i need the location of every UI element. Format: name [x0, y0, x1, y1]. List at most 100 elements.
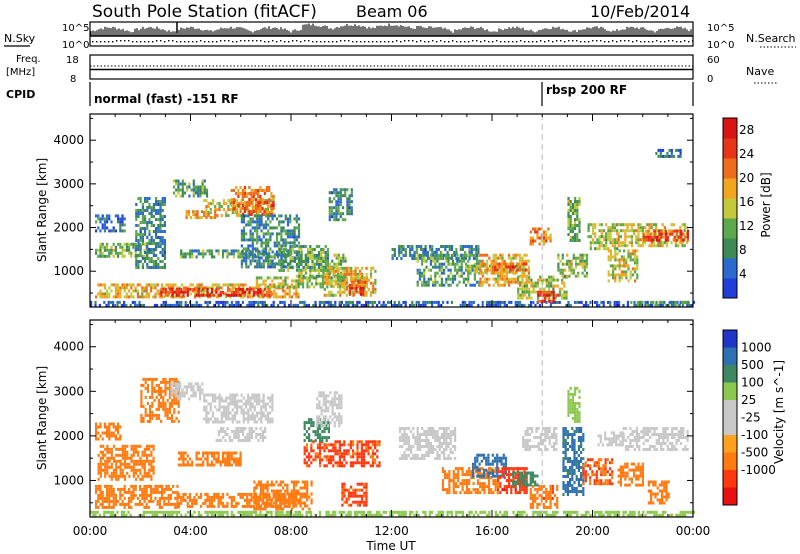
- power-cell: [143, 248, 146, 252]
- power-cell: [101, 214, 104, 218]
- velocity-cell: [94, 513, 97, 517]
- power-cell: [348, 212, 351, 216]
- velocity-cell: [123, 477, 127, 481]
- power-cell: [199, 252, 203, 256]
- power-cell: [275, 262, 279, 266]
- power-cell: [298, 248, 301, 251]
- velocity-cell: [607, 513, 610, 517]
- velocity-cell: [132, 444, 135, 448]
- power-cell: [514, 277, 517, 281]
- power-cell: [402, 254, 405, 257]
- power-cell: [220, 286, 223, 290]
- power-cell: [163, 197, 166, 200]
- power-cell: [291, 266, 294, 269]
- power-cell: [144, 221, 147, 224]
- nsearch-dot: [548, 40, 550, 42]
- power-cell: [266, 208, 270, 212]
- power-cell: [470, 251, 473, 254]
- power-cell: [569, 200, 572, 203]
- power-cell: [630, 226, 633, 230]
- power-cell: [262, 262, 265, 266]
- power-cell: [369, 269, 373, 273]
- power-cell: [521, 278, 524, 282]
- power-cell: [570, 265, 573, 269]
- power-cell: [260, 217, 263, 221]
- power-cell: [270, 204, 273, 207]
- power-colorbar-segment: [723, 258, 737, 279]
- power-cell: [328, 281, 331, 285]
- power-cell: [254, 255, 258, 259]
- power-cell: [159, 218, 162, 221]
- power-cell: [286, 235, 290, 239]
- power-cell: [355, 283, 358, 287]
- velocity-cell: [95, 434, 98, 438]
- power-cell: [177, 287, 181, 291]
- nsearch-dot: [384, 41, 386, 43]
- power-cell: [229, 208, 232, 212]
- power-cell: [624, 223, 627, 227]
- power-cell: [197, 293, 200, 297]
- power-cell: [264, 223, 268, 227]
- power-cell: [284, 214, 287, 218]
- power-cell: [258, 276, 261, 280]
- power-cell: [201, 179, 204, 183]
- power-cell: [116, 303, 119, 307]
- power-cell: [340, 262, 343, 266]
- power-cell: [291, 257, 294, 260]
- velocity-cell: [450, 513, 453, 517]
- power-cell: [265, 210, 269, 213]
- power-cell: [662, 303, 665, 307]
- power-cell: [273, 276, 276, 280]
- power-cell: [261, 207, 264, 210]
- power-cell: [267, 238, 270, 242]
- power-cell: [543, 278, 546, 282]
- power-cell: [196, 216, 199, 220]
- power-cell: [253, 259, 257, 263]
- nsearch-dot: [108, 41, 110, 43]
- power-cell: [164, 303, 167, 307]
- power-cell: [237, 192, 240, 195]
- power-cell: [330, 191, 334, 195]
- power-cell: [232, 293, 236, 297]
- power-cell: [197, 185, 200, 189]
- power-cell: [541, 290, 544, 294]
- power-cell: [228, 293, 231, 297]
- power-cell: [425, 259, 428, 263]
- velocity-cell: [613, 513, 616, 517]
- power-cell: [679, 241, 682, 245]
- velocity-cell: [139, 487, 142, 491]
- power-cell: [141, 218, 144, 221]
- power-cell: [221, 255, 225, 259]
- power-cell: [328, 206, 331, 210]
- power-cell: [343, 290, 346, 294]
- power-cell: [557, 268, 560, 272]
- power-cell: [579, 256, 582, 260]
- power-cell: [90, 300, 93, 304]
- power-cell: [617, 232, 620, 236]
- power-cell: [128, 295, 131, 299]
- power-cell: [479, 268, 482, 272]
- power-cell: [271, 262, 274, 266]
- power-cell: [351, 303, 354, 307]
- power-cell: [510, 270, 514, 274]
- power-cell: [536, 281, 540, 285]
- power-cell: [302, 268, 305, 272]
- velocity-cell: [130, 459, 133, 463]
- power-cell: [267, 223, 270, 227]
- power-cell: [273, 226, 276, 230]
- power-cell: [182, 255, 185, 259]
- power-cell: [150, 206, 153, 209]
- power-cell: [449, 256, 452, 260]
- velocity-cell: [99, 444, 102, 448]
- power-cell: [230, 249, 233, 253]
- power-cell: [163, 215, 166, 218]
- power-cell: [358, 284, 362, 288]
- power-cell: [119, 295, 122, 299]
- power-cell: [315, 245, 318, 248]
- power-cell: [291, 235, 294, 239]
- power-cell: [155, 233, 158, 236]
- power-cell: [659, 151, 662, 155]
- power-cell: [398, 303, 401, 307]
- power-cell: [322, 248, 325, 251]
- power-cell: [121, 223, 124, 227]
